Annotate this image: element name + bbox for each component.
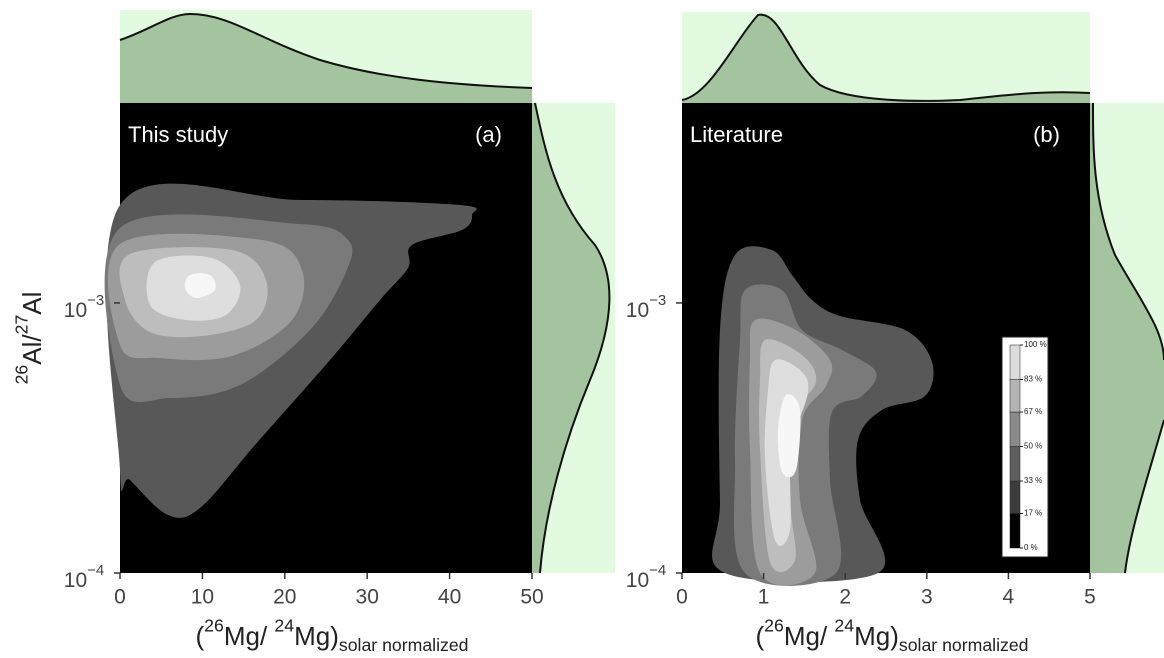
panel-label: (b) <box>1033 122 1060 147</box>
y-tick-exponent: −3 <box>87 292 104 309</box>
label-part: solar normalized <box>339 634 469 654</box>
x-tick-label: 3 <box>921 586 933 609</box>
legend-label: 100 % <box>1024 340 1047 349</box>
label-part: Al <box>17 292 47 315</box>
legend-label: 83 % <box>1024 375 1042 384</box>
panel-label: (a) <box>475 122 502 147</box>
legend-swatch <box>1009 344 1021 380</box>
legend-label: 17 % <box>1024 509 1042 518</box>
y-tick-label: 10−4 <box>626 562 666 592</box>
x-tick-label: 0 <box>114 586 126 609</box>
top-marginal-curve <box>119 12 533 89</box>
y-tick-exponent: −3 <box>649 292 666 309</box>
legend-label: 50 % <box>1024 442 1042 451</box>
label-part: Mg/ <box>784 621 835 651</box>
y-tick-label: 10−4 <box>64 562 104 592</box>
label-part: Mg) <box>854 621 899 651</box>
label-part: 26 <box>204 615 224 635</box>
x-tick-label: 10 <box>191 586 214 609</box>
y-tick-base: 10 <box>626 298 649 321</box>
label-part: 26 <box>11 365 31 385</box>
label-part: 24 <box>274 615 294 635</box>
label-part: Mg) <box>294 621 339 651</box>
x-axis-label: (26Mg/ 24Mg)solar normalized <box>755 615 1028 655</box>
x-tick-label: 50 <box>520 586 543 609</box>
label-part: 27 <box>11 315 31 335</box>
y-tick-base: 10 <box>64 569 87 592</box>
label-part: 26 <box>764 615 784 635</box>
legend-swatch <box>1009 446 1021 482</box>
x-tick-label: 0 <box>676 586 688 609</box>
y-tick-label: 10−3 <box>626 292 666 322</box>
legend-box <box>1001 336 1049 558</box>
contours <box>104 183 934 586</box>
top-marginal-density <box>120 14 532 103</box>
label-part: ( <box>195 621 204 651</box>
y-tick-base: 10 <box>626 569 649 592</box>
legend-label: 0 % <box>1024 543 1038 552</box>
x-tick-label: 30 <box>356 586 379 609</box>
right-marginal-curve <box>534 102 611 574</box>
annotation: This study <box>128 122 228 147</box>
legend-swatch <box>1009 480 1021 514</box>
right-marginal-density <box>1090 103 1164 573</box>
x-tick-label: 1 <box>758 586 770 609</box>
x-tick-label: 20 <box>273 586 296 609</box>
y-tick-exponent: −4 <box>649 562 666 579</box>
x-axis-label: (26Mg/ 24Mg)solar normalized <box>195 615 468 655</box>
x-tick-label: 2 <box>839 586 851 609</box>
x-tick-label: 40 <box>438 586 461 609</box>
label-part: 24 <box>834 615 854 635</box>
label-part: ( <box>755 621 764 651</box>
legend-label: 33 % <box>1024 476 1042 485</box>
contour-level <box>777 394 801 478</box>
contour-level <box>184 273 216 299</box>
label-part: Al/ <box>17 334 47 365</box>
x-tick-label: 4 <box>1003 586 1015 609</box>
right-marginal-density <box>532 103 610 573</box>
legend-label: 67 % <box>1024 407 1042 416</box>
legend-swatch <box>1009 411 1021 447</box>
label-part: solar normalized <box>899 634 1029 654</box>
legend-swatch <box>1009 513 1021 549</box>
y-tick-base: 10 <box>64 298 87 321</box>
right-marginal-curve <box>1092 102 1164 574</box>
y-tick-label: 10−3 <box>64 292 104 322</box>
y-axis-label: 26Al/27Al <box>11 292 47 385</box>
legend-swatch <box>1009 379 1021 413</box>
y-tick-exponent: −4 <box>87 562 104 579</box>
x-tick-label: 5 <box>1084 586 1096 609</box>
annotation: Literature <box>690 122 783 147</box>
top-marginal-curve <box>681 13 1091 102</box>
label-part: Mg/ <box>224 621 275 651</box>
